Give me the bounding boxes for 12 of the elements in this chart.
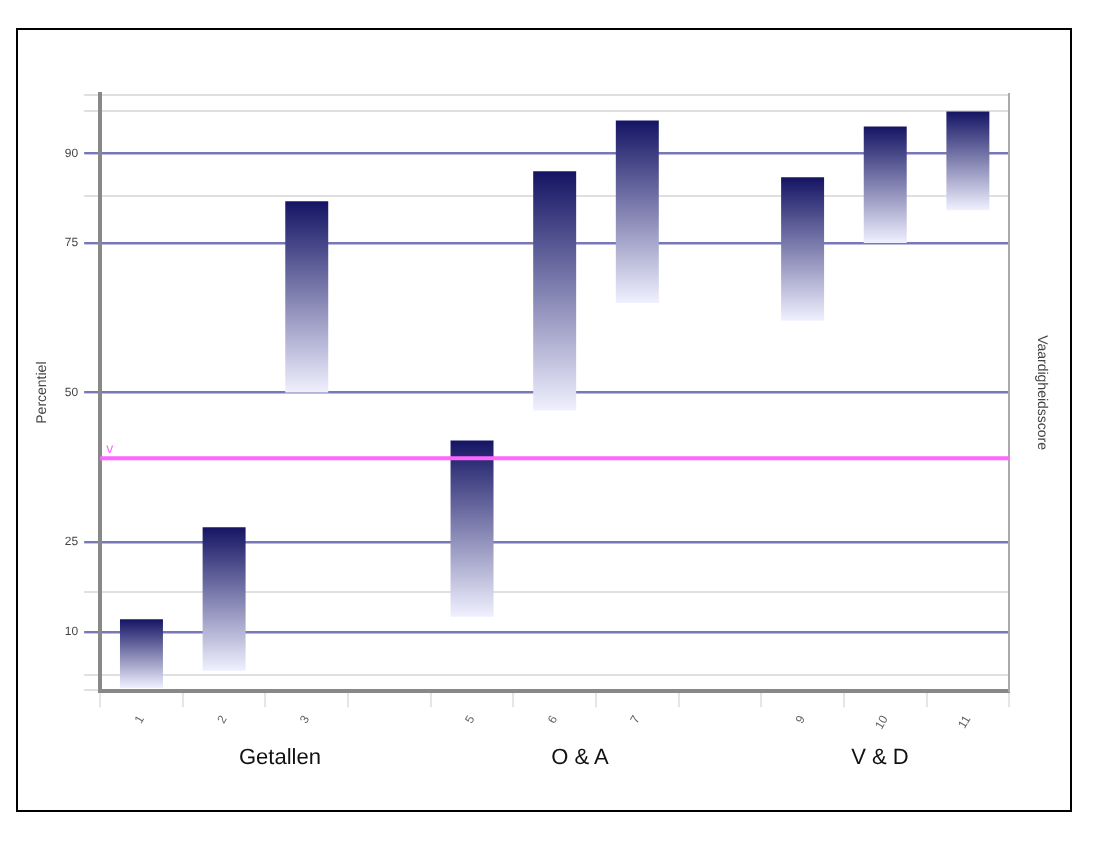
bar — [781, 177, 825, 321]
text: V & D — [849, 746, 911, 770]
bar — [450, 440, 494, 617]
bar — [946, 111, 990, 211]
bar — [119, 619, 163, 689]
text: Getallen — [237, 746, 323, 770]
bar — [285, 201, 329, 393]
bar — [533, 171, 577, 411]
text: O & A — [549, 746, 611, 770]
bar — [615, 120, 659, 303]
bar — [202, 527, 246, 671]
bar — [863, 126, 907, 244]
